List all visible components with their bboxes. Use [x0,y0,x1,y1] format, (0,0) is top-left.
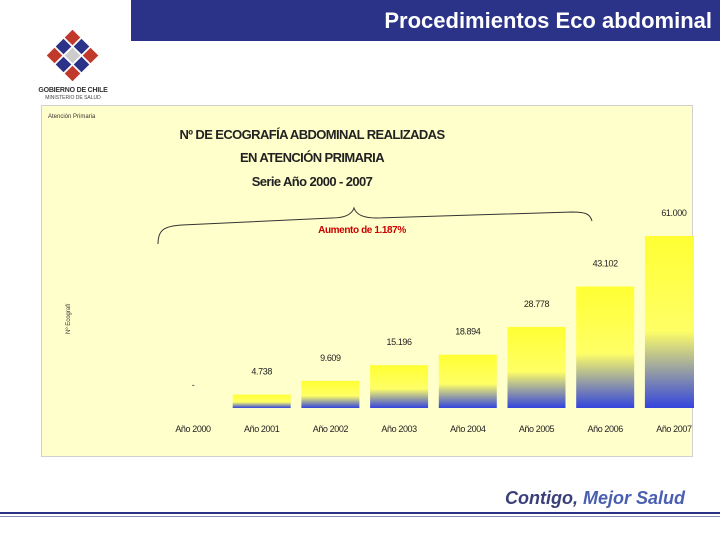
slogan-part-1: Contigo, [505,488,583,508]
bar-value-label: - [192,380,195,390]
x-tick-label: Año 2006 [588,424,624,434]
government-logo: GOBIERNO DE CHILE MINISTERIO DE SALUD [33,30,113,105]
bar-a-o-2006 [576,286,635,408]
logo-ministry-text: MINISTERIO DE SALUD [45,95,101,101]
footer-rule [0,512,720,514]
logo-org-text: GOBIERNO DE CHILE [38,87,108,94]
x-tick-label: Año 2003 [381,424,417,434]
bar-a-o-2001 [232,394,291,408]
x-tick-label: Año 2001 [244,424,280,434]
chart-title-line-2: EN ATENCIÓN PRIMARIA [240,150,385,165]
x-tick-label: Año 2004 [450,424,486,434]
bar-a-o-2003 [370,365,429,408]
growth-brace [157,206,593,245]
bar-a-o-2005 [507,326,566,408]
footer-rule-thin [0,516,720,517]
footer-slogan: Contigo, Mejor Salud [400,488,685,509]
header-bar: Procedimientos Eco abdominal [131,0,720,41]
chart-source-note: Atención Primaria [48,114,96,120]
bar-value-label: 61.000 [661,208,687,218]
bar-a-o-2007 [644,236,694,408]
x-tick-label: Año 2007 [656,424,692,434]
chart-title-line-3: Serie Año 2000 - 2007 [252,174,373,189]
bars-group: - Año 2000 4.738 Año 2001 9.609 Año 2002 15.19… [175,208,694,434]
bar-value-label: 9.609 [320,353,341,363]
bar-a-o-2002 [301,380,360,408]
y-axis-label: Nº Ecografí [65,303,72,334]
bar-value-label: 15.196 [387,337,413,347]
x-tick-label: Año 2002 [313,424,349,434]
chart-panel: Atención Primaria Nº DE ECOGRAFÍA ABDOMI… [41,105,694,457]
x-tick-label: Año 2005 [519,424,555,434]
page-title: Procedimientos Eco abdominal [384,8,712,33]
bar-chart: Atención Primaria Nº DE ECOGRAFÍA ABDOMI… [48,114,694,434]
chart-title-line-1: Nº DE ECOGRAFÍA ABDOMINAL REALIZADAS [179,127,445,142]
bar-value-label: 28.778 [524,299,550,309]
slogan-part-2: Mejor Salud [582,488,685,508]
growth-annotation: Aumento de 1.187% [318,225,406,236]
government-emblem-icon [47,30,99,82]
bar-value-label: 4.738 [251,367,272,377]
x-tick-label: Año 2000 [175,424,211,434]
bar-value-label: 18.894 [455,327,481,337]
bar-a-o-2004 [438,354,497,408]
bar-value-label: 43.102 [593,259,619,269]
